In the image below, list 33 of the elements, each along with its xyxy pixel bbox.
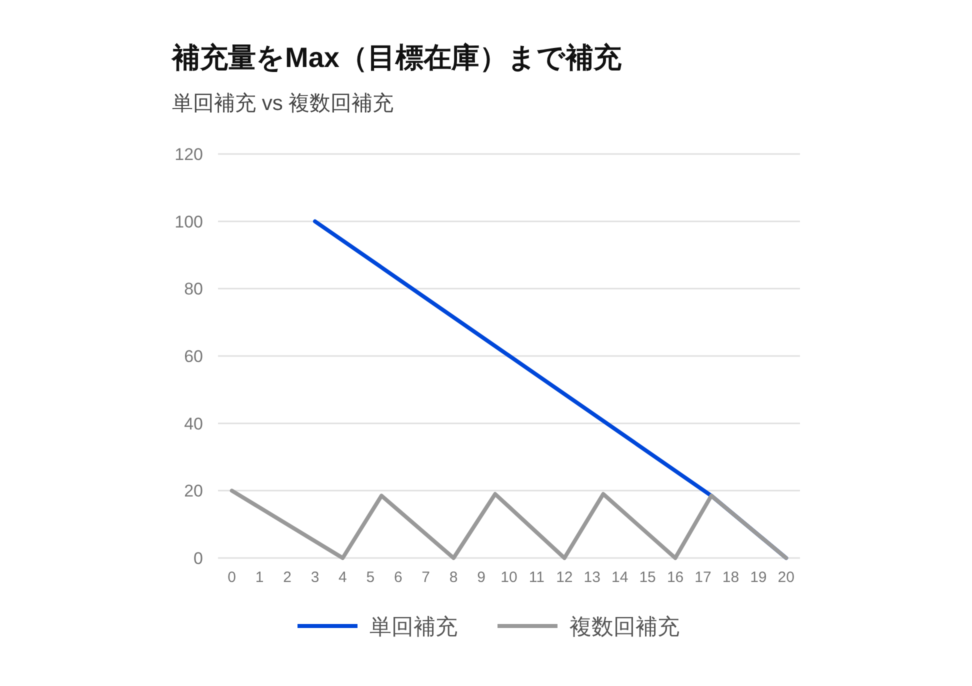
- x-tick-label: 15: [639, 569, 656, 586]
- x-tick-label: 13: [584, 569, 600, 586]
- x-tick-label: 0: [228, 569, 236, 586]
- x-tick-label: 6: [394, 569, 402, 586]
- y-tick-label: 60: [184, 347, 203, 366]
- x-tick-label: 14: [612, 569, 628, 586]
- y-tick-label: 40: [184, 414, 203, 434]
- x-tick-label: 4: [338, 569, 347, 586]
- x-tick-label: 7: [422, 569, 430, 586]
- legend-label: 単回補充: [370, 614, 458, 639]
- y-tick-label: 0: [194, 549, 203, 568]
- x-tick-label: 5: [366, 569, 375, 586]
- x-tick-label: 2: [283, 569, 292, 586]
- legend-label: 複数回補充: [570, 614, 680, 639]
- x-tick-label: 17: [694, 569, 712, 586]
- x-tick-label: 3: [310, 569, 320, 586]
- x-tick-label: 12: [556, 569, 573, 586]
- x-tick-label: 19: [750, 569, 767, 586]
- y-tick-label: 20: [184, 482, 203, 501]
- y-tick-label: 120: [174, 145, 203, 164]
- x-tick-label: 8: [449, 569, 458, 586]
- x-tick-label: 9: [477, 569, 486, 586]
- y-tick-label: 100: [174, 212, 203, 232]
- chart-subtitle: 単回補充 vs 複数回補充: [172, 92, 394, 115]
- y-tick-label: 80: [184, 280, 203, 299]
- x-tick-label: 1: [255, 569, 264, 586]
- x-tick-label: 20: [778, 569, 794, 586]
- x-tick-label: 18: [722, 569, 740, 586]
- chart-title: 補充量をMax（目標在庫）まで補充: [171, 42, 622, 73]
- x-tick-label: 11: [528, 569, 545, 586]
- x-tick-label: 16: [666, 569, 684, 586]
- line-series: [230, 488, 788, 560]
- x-tick-label: 10: [500, 569, 518, 586]
